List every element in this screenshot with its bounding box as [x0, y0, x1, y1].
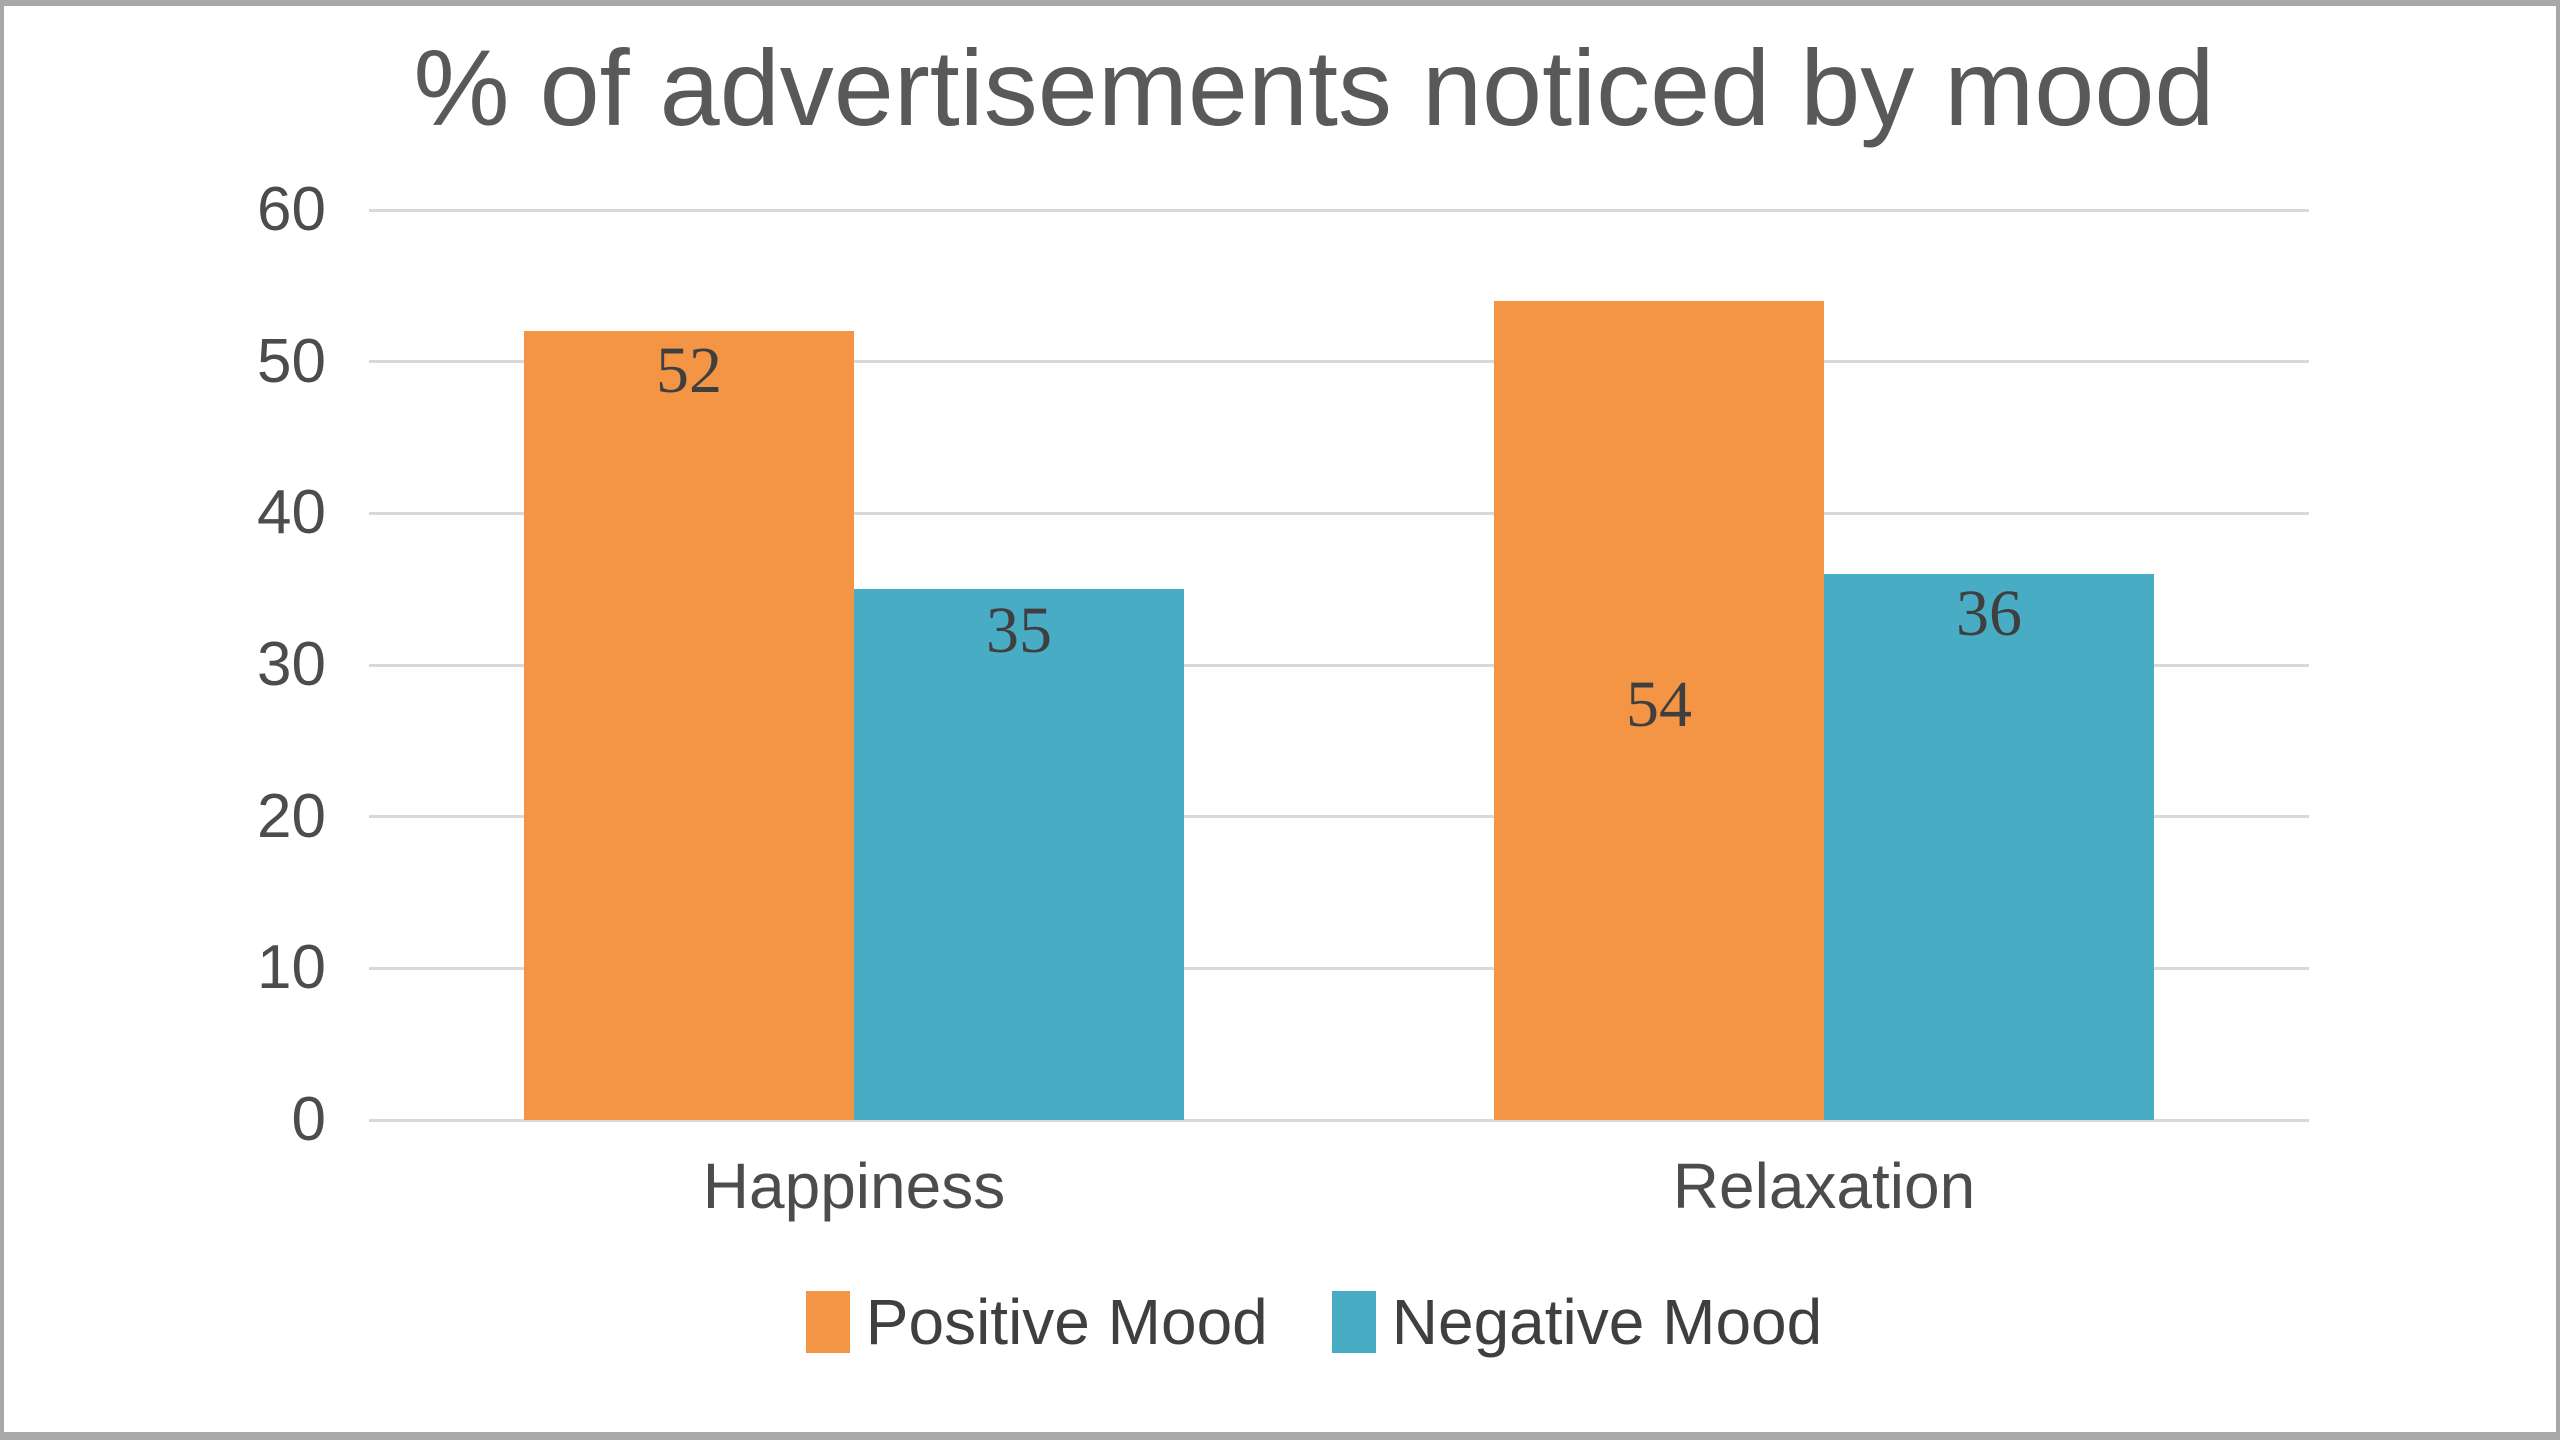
x-axis-label-happiness: Happiness [702, 1150, 1006, 1222]
chart-title: % of advertisements noticed by mood [413, 27, 2215, 148]
y-axis-tick-10: 10 [257, 933, 326, 1003]
bar-value-label: 54 [1626, 668, 1692, 741]
bar-negative-mood-relaxation[interactable]: 36 [1824, 574, 2154, 1120]
x-axis-label-relaxation: Relaxation [1672, 1150, 1976, 1222]
gridline-0 [369, 1118, 2309, 1122]
legend-item-positive-mood[interactable]: Positive Mood [805, 1286, 1268, 1358]
bar-value-label: 35 [986, 594, 1052, 668]
legend-label-negative-mood: Negative Mood [1391, 1286, 1823, 1358]
gridline-10 [369, 966, 2309, 970]
y-axis-tick-60: 60 [257, 175, 326, 244]
bar-negative-mood-happiness[interactable]: 35 [854, 589, 1184, 1120]
gridline-30 [369, 663, 2309, 667]
y-axis-tick-40: 40 [257, 478, 326, 548]
chart-legend: Positive Mood Negative Mood [344, 1290, 2284, 1354]
gridline-60 [369, 208, 2309, 212]
bar-positive-mood-relaxation[interactable]: 54 [1494, 301, 1824, 1120]
gridline-40 [369, 511, 2309, 515]
bar-value-label: 52 [656, 334, 722, 408]
plot-area: 52 54 35 36 [369, 208, 2309, 1122]
y-axis-tick-30: 30 [257, 630, 326, 699]
legend-swatch-positive-mood [805, 1291, 850, 1353]
y-axis-tick-20: 20 [257, 781, 326, 851]
y-axis-tick-50: 50 [257, 326, 326, 396]
y-axis-tick-0: 0 [291, 1085, 326, 1154]
legend-item-negative-mood[interactable]: Negative Mood [1331, 1286, 1823, 1358]
bar-value-label: 36 [1956, 577, 2022, 650]
gridline-50 [369, 360, 2309, 364]
bar-positive-mood-happiness[interactable]: 52 [524, 331, 854, 1120]
gridline-20 [369, 815, 2309, 819]
legend-label-positive-mood: Positive Mood [865, 1286, 1268, 1358]
legend-swatch-negative-mood [1331, 1291, 1376, 1353]
